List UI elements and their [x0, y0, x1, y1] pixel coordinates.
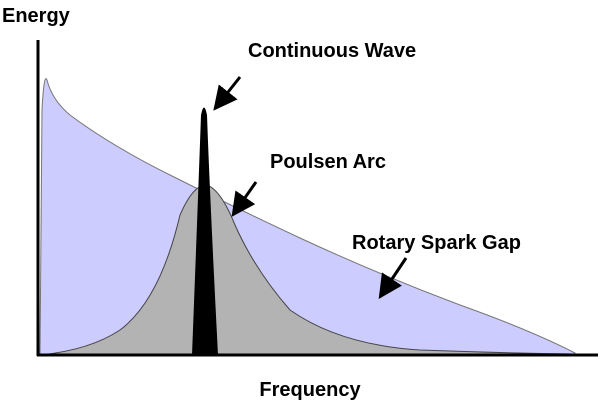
curve-label: Continuous Wave — [248, 40, 416, 62]
arrow — [213, 76, 242, 111]
x-axis-label: Frequency — [259, 379, 361, 401]
curve-label: Rotary Spark Gap — [352, 232, 521, 254]
arrow — [231, 181, 258, 217]
arrow — [378, 257, 408, 299]
continuous-wave-curve — [192, 107, 218, 355]
poulsen-arc-curve — [39, 184, 576, 356]
curve-label: Poulsen Arc — [270, 151, 386, 173]
y-axis-label: Energy — [2, 5, 71, 27]
